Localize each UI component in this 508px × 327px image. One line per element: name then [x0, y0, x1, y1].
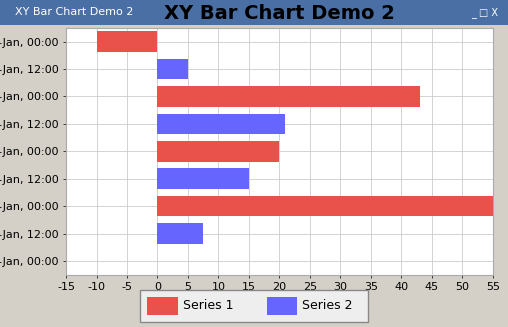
- Bar: [157, 223, 203, 244]
- Bar: [157, 196, 493, 216]
- Text: _ □ X: _ □ X: [471, 7, 498, 18]
- Bar: [157, 86, 420, 107]
- X-axis label: Y: Y: [275, 297, 283, 310]
- Bar: [267, 297, 297, 315]
- Bar: [97, 31, 157, 52]
- Bar: [157, 141, 279, 162]
- Text: Series 1: Series 1: [183, 299, 233, 312]
- Bar: [157, 168, 249, 189]
- Text: Series 2: Series 2: [302, 299, 353, 312]
- Title: XY Bar Chart Demo 2: XY Bar Chart Demo 2: [164, 5, 395, 24]
- Bar: [147, 297, 178, 315]
- Bar: [157, 113, 285, 134]
- Bar: [157, 59, 188, 79]
- Text: XY Bar Chart Demo 2: XY Bar Chart Demo 2: [15, 7, 134, 17]
